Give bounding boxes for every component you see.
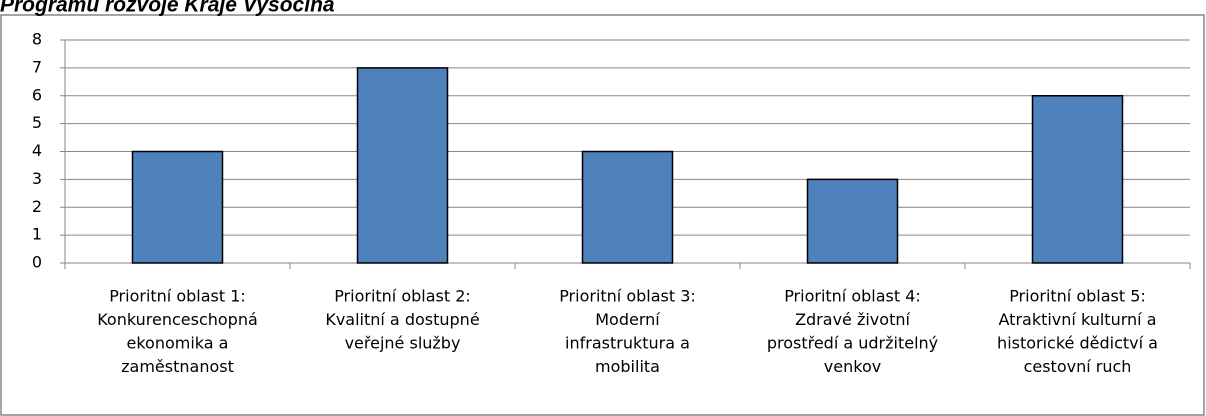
bar (1031, 95, 1124, 264)
y-tick-label: 2 (32, 197, 42, 216)
x-tick-label: prostředí a udržitelný (767, 334, 938, 353)
x-tick-label: Prioritní oblast 3: (559, 287, 696, 306)
x-tick-label: Konkurenceschopná (97, 310, 258, 329)
x-tick-label: Prioritní oblast 1: (109, 287, 246, 306)
bar (581, 150, 674, 264)
x-tick-label: ekonomika a (127, 334, 229, 353)
x-tick-label: veřejné služby (345, 334, 461, 353)
bar (131, 150, 224, 264)
y-tick-label: 6 (32, 85, 42, 104)
y-tick-label: 7 (32, 57, 42, 76)
x-tick-label: Prioritní oblast 4: (784, 287, 921, 306)
y-tick-label: 1 (32, 225, 42, 244)
x-tick-label: infrastruktura a (565, 334, 690, 353)
y-tick-label: 3 (32, 169, 42, 188)
y-tick-label: 4 (32, 141, 42, 160)
x-tick-label: Prioritní oblast 2: (334, 287, 471, 306)
x-tick-label: mobilita (595, 357, 660, 376)
x-tick-label: Moderní (595, 310, 660, 329)
bar (806, 178, 899, 264)
x-tick-label: zaměstnanost (121, 357, 234, 376)
y-tick-label: 8 (32, 30, 42, 49)
chart-title: Programu rozvoje Kraje Vysočina (0, 0, 335, 17)
x-tick-label: cestovní ruch (1024, 357, 1132, 376)
y-tick-label: 0 (32, 253, 42, 272)
x-tick-label: Atraktivní kulturní a (999, 310, 1157, 329)
x-tick-label: venkov (824, 357, 881, 376)
x-tick-label: historické dědictví a (997, 334, 1158, 353)
x-tick-label: Prioritní oblast 5: (1009, 287, 1146, 306)
y-tick-label: 5 (32, 113, 42, 132)
x-tick-label: Kvalitní a dostupné (325, 310, 479, 329)
bar (356, 67, 449, 264)
x-tick-label: Zdravé životní (795, 310, 910, 329)
